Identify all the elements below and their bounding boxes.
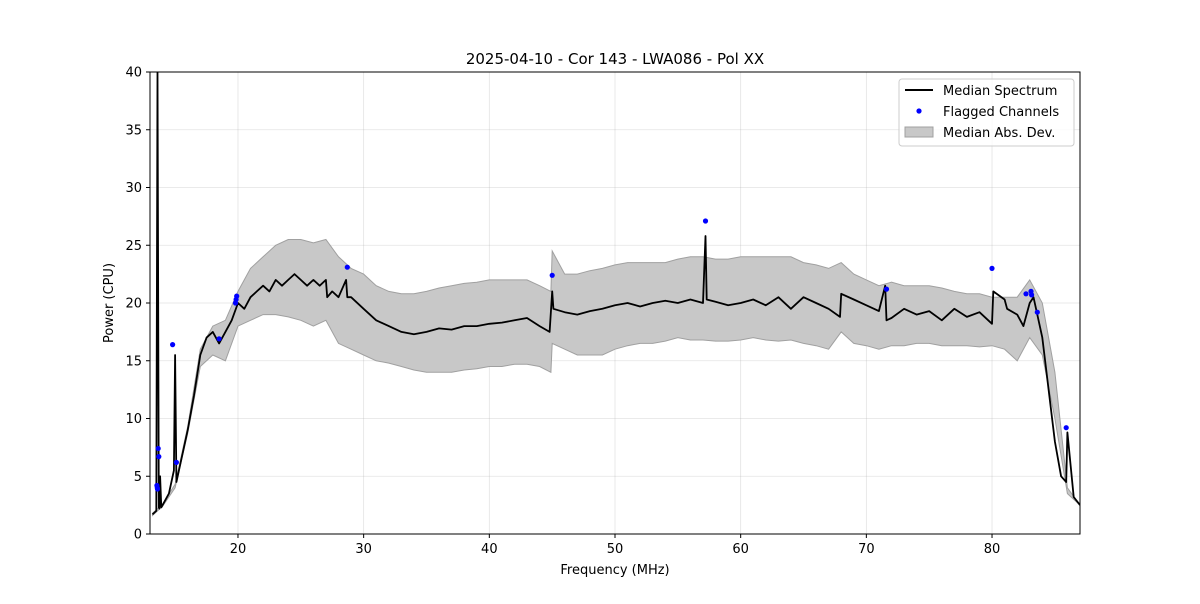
y-tick-label: 5 <box>134 470 142 485</box>
x-tick-label: 70 <box>858 542 875 557</box>
x-tick-label: 20 <box>230 542 247 557</box>
legend-mad-label: Median Abs. Dev. <box>943 126 1055 141</box>
tick-layer: 20 30 40 50 60 70 80 0 5 10 15 20 25 30 35 40 <box>125 66 1000 558</box>
mad-band <box>152 238 1080 517</box>
flagged-channel-point <box>344 264 350 270</box>
flagged-channel-point <box>154 485 160 491</box>
legend-mad-swatch <box>904 126 934 138</box>
flagged-channel-point <box>156 454 162 460</box>
x-tick-label: 30 <box>355 542 372 557</box>
plot-data-layer <box>151 72 1080 517</box>
legend-median-label: Median Spectrum <box>943 84 1057 99</box>
flagged-channel-point <box>1034 309 1040 315</box>
flagged-channel-point <box>1029 292 1035 298</box>
flagged-channel-point <box>549 272 555 278</box>
y-tick-label: 20 <box>125 297 142 312</box>
x-tick-label: 50 <box>607 542 624 557</box>
y-tick-label: 40 <box>125 66 142 81</box>
x-axis-label: Frequency (MHz) <box>560 563 669 578</box>
legend-flagged-swatch <box>916 108 922 114</box>
x-tick-label: 60 <box>732 542 749 557</box>
flagged-channel-point <box>234 293 240 299</box>
y-tick-label: 0 <box>134 528 142 543</box>
x-tick-label: 80 <box>984 542 1001 557</box>
flagged-channel-point <box>155 445 161 452</box>
chart-title: 2025-04-10 - Cor 143 - LWA086 - Pol XX <box>466 50 764 68</box>
flagged-channel-point <box>1023 291 1029 297</box>
y-tick-label: 25 <box>125 239 142 254</box>
flagged-channel-point <box>702 218 709 224</box>
flagged-channel-point <box>989 265 995 271</box>
legend-flagged-label: Flagged Channels <box>943 105 1059 120</box>
flagged-channel-point <box>1063 425 1069 431</box>
flagged-channel-point <box>883 286 890 292</box>
x-tick-label: 40 <box>481 542 498 557</box>
y-tick-label: 10 <box>125 412 142 427</box>
y-axis-label: Power (CPU) <box>102 263 117 343</box>
legend: Median Spectrum Flagged Channels Median … <box>898 78 1075 147</box>
y-tick-label: 15 <box>125 354 142 369</box>
flagged-channel-point <box>173 459 179 465</box>
flagged-channel-point <box>170 342 176 348</box>
y-tick-label: 30 <box>125 181 142 196</box>
legend-box <box>898 78 1075 147</box>
y-tick-label: 35 <box>125 123 142 138</box>
flagged-channel-point <box>216 336 222 342</box>
